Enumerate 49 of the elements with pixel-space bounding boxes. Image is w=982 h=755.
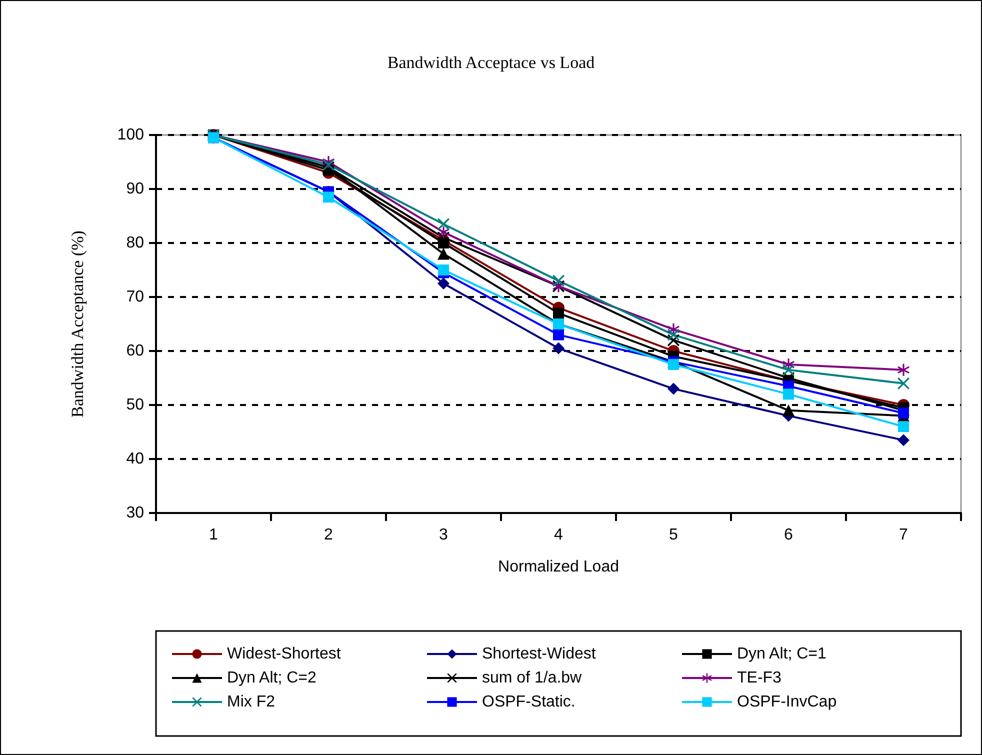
x-tick-label: 2 [324,526,334,544]
point [898,408,909,419]
x-tick-label: 5 [669,526,678,544]
point [668,328,680,341]
point [438,278,450,290]
point [438,248,450,260]
legend-label: Dyn Alt; C=1 [737,646,826,662]
y-tick-label: 100 [117,126,144,144]
point [668,359,679,370]
x-tick-label: 6 [784,526,794,544]
point [898,364,910,376]
y-tick-label: 50 [126,396,144,414]
legend-label: sum of 1/a.bw [482,670,582,686]
legend-label: TE-F3 [737,670,782,686]
legend-label: Mix F2 [227,694,276,710]
x-tick-label: 4 [554,526,564,544]
point [322,158,334,171]
y-tick-label: 40 [126,450,144,468]
point [898,377,910,390]
y-tick-label: 30 [126,504,144,522]
legend-label: Dyn Alt; C=2 [227,670,316,686]
chart-title: Bandwidth Acceptace vs Load [387,53,596,72]
legend-label: Widest-Shortest [227,646,342,662]
x-tick-label: 3 [439,526,448,544]
point [438,264,449,276]
y-tick-label: 70 [126,288,144,306]
point [782,404,794,416]
legend-label: Shortest-Widest [482,646,596,662]
x-tick-label: 7 [899,526,908,544]
point [898,434,910,446]
x-axis-title: Normalized Load [498,558,619,576]
y-axis-title: Bandwidth Acceptance (%) [68,230,87,418]
point [552,342,564,354]
point [323,192,334,203]
point [898,421,909,432]
y-tick-label: 90 [126,180,144,198]
point [552,274,564,287]
point [438,226,450,238]
point [782,364,794,376]
point [553,329,564,340]
y-tick-label: 80 [126,234,144,252]
x-tick-label: 1 [209,526,218,544]
point [553,308,564,319]
legend-label: OSPF-Static. [482,694,576,710]
y-tick-label: 60 [126,342,144,360]
point [668,382,680,395]
legend-label: OSPF-InvCap [737,694,837,710]
point [783,388,794,400]
point [438,218,450,230]
